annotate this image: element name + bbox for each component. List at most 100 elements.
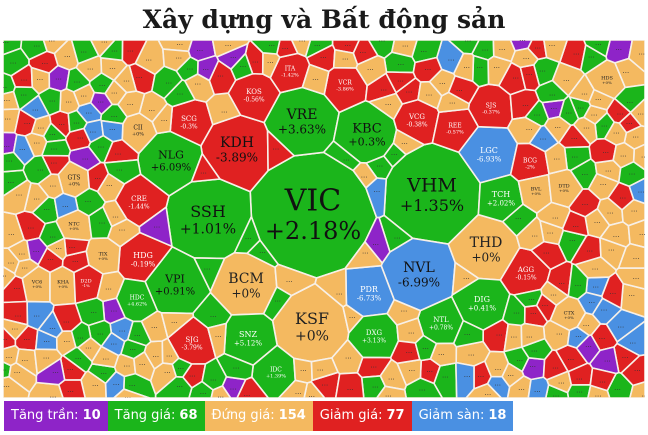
tile-ticker: DTD <box>558 183 569 189</box>
tile-ellipsis: ... <box>528 294 535 302</box>
tile-ellipsis: ... <box>539 66 546 74</box>
tile-cell <box>52 302 83 333</box>
tile-ellipsis: ... <box>21 263 28 271</box>
tile-ellipsis: ... <box>8 229 15 237</box>
tile-change: -3.89% <box>216 151 258 165</box>
tile-ellipsis: ... <box>139 359 146 367</box>
tile-cell <box>190 152 221 183</box>
tile-ellipsis: ... <box>586 245 593 253</box>
tile-cell <box>207 322 227 359</box>
tile-ellipsis: ... <box>360 47 367 55</box>
tile-ellipsis: ... <box>617 108 624 116</box>
tile-cell <box>13 258 40 280</box>
tile-cell <box>506 116 543 145</box>
tile-ellipsis: ... <box>3 334 7 342</box>
tile-ellipsis: ... <box>210 375 217 383</box>
tile-cell <box>367 40 396 60</box>
legend-item-floor: Giảm sàn: 18 <box>411 401 514 431</box>
tile-ticker: BCG <box>523 157 537 164</box>
tile-ellipsis: ... <box>608 244 615 252</box>
tile-ellipsis: ... <box>601 305 608 313</box>
tile-cell <box>266 129 296 172</box>
tile-ellipsis: ... <box>515 213 522 221</box>
tile-ellipsis: ... <box>349 312 356 320</box>
tile-ellipsis: ... <box>599 376 606 384</box>
tile-ellipsis: ... <box>573 48 580 56</box>
tile-ellipsis: ... <box>99 218 106 226</box>
tile-ellipsis: ... <box>221 107 228 115</box>
legend-label: Giảm giá: <box>319 408 383 423</box>
tile-ellipsis: ... <box>583 320 590 328</box>
tile-cell <box>566 326 590 349</box>
tile-cell <box>569 234 602 266</box>
tile-ellipsis: ... <box>23 334 30 342</box>
tile-ellipsis: ... <box>456 85 463 93</box>
tile-ticker: THD <box>470 235 503 251</box>
tile-ellipsis: ... <box>534 42 541 50</box>
tile-ellipsis: ... <box>286 276 293 284</box>
tile-ellipsis: ... <box>33 194 40 202</box>
tile-ellipsis: ... <box>345 353 352 361</box>
tile-ellipsis: ... <box>3 271 7 279</box>
tile-cell <box>138 206 173 248</box>
tile-ellipsis: ... <box>588 297 595 305</box>
tile-ellipsis: ... <box>3 141 10 149</box>
tile-ellipsis: ... <box>638 48 645 56</box>
tile-ellipsis: ... <box>391 149 398 157</box>
tile-ellipsis: ... <box>553 153 560 161</box>
tile-ellipsis: ... <box>543 247 550 255</box>
tile-ellipsis: ... <box>111 46 118 54</box>
tile-cell <box>89 91 113 116</box>
tile-ellipsis: ... <box>175 52 182 60</box>
tile-ellipsis: ... <box>631 206 638 214</box>
tile-ellipsis: ... <box>632 132 639 140</box>
tile-ellipsis: ... <box>476 62 483 70</box>
tile-ellipsis: ... <box>43 353 50 361</box>
tile-ellipsis: ... <box>111 88 118 96</box>
tile-ellipsis: ... <box>50 181 57 189</box>
tile-ellipsis: ... <box>602 147 609 155</box>
tile-ellipsis: ... <box>553 390 560 398</box>
tile-ellipsis: ... <box>63 316 70 324</box>
tile-ellipsis: ... <box>69 242 76 250</box>
tile-ellipsis: ... <box>274 295 281 303</box>
tile-ellipsis: ... <box>317 365 324 373</box>
tile-ellipsis: ... <box>314 40 321 48</box>
tile-ticker: KSF <box>295 309 329 328</box>
tile-ellipsis: ... <box>554 122 561 130</box>
tile-ellipsis: ... <box>531 345 538 353</box>
tile-ellipsis: ... <box>295 388 302 396</box>
tile-ticker: ITA <box>285 65 296 72</box>
tile-ellipsis: ... <box>531 230 538 238</box>
tile-ellipsis: ... <box>398 59 405 67</box>
tile-ellipsis: ... <box>187 64 194 72</box>
tile-change: +2.18% <box>265 217 361 245</box>
tile-ellipsis: ... <box>124 360 131 368</box>
tile-ellipsis: ... <box>176 381 183 389</box>
tile-ellipsis: ... <box>28 222 35 230</box>
tile-cell <box>8 361 38 394</box>
tile-ellipsis: ... <box>267 57 274 65</box>
tile-ellipsis: ... <box>601 121 608 129</box>
tile-ellipsis: ... <box>32 105 39 113</box>
tile-cell <box>64 127 92 152</box>
tile-ellipsis: ... <box>397 76 404 84</box>
tile-change: +0% <box>132 131 144 137</box>
tile-ellipsis: ... <box>379 40 386 44</box>
tile-ellipsis: ... <box>512 72 519 80</box>
tile-cell <box>471 54 490 88</box>
legend-label: Đứng giá: <box>211 408 275 423</box>
tile-ellipsis: ... <box>177 363 184 371</box>
tile-ticker: VIC <box>284 183 341 218</box>
tile-ellipsis: ... <box>90 307 97 315</box>
tile-ellipsis: ... <box>33 311 40 319</box>
tile-ticker: LGC <box>480 146 498 155</box>
tile-ellipsis: ... <box>571 151 578 159</box>
tile-ellipsis: ... <box>77 332 84 340</box>
tile-ellipsis: ... <box>582 199 589 207</box>
tile-ellipsis: ... <box>14 367 21 375</box>
tile-cell <box>322 140 362 172</box>
tile-ellipsis: ... <box>98 142 105 150</box>
tile-ellipsis: ... <box>426 366 433 374</box>
tile-cell <box>233 215 261 255</box>
